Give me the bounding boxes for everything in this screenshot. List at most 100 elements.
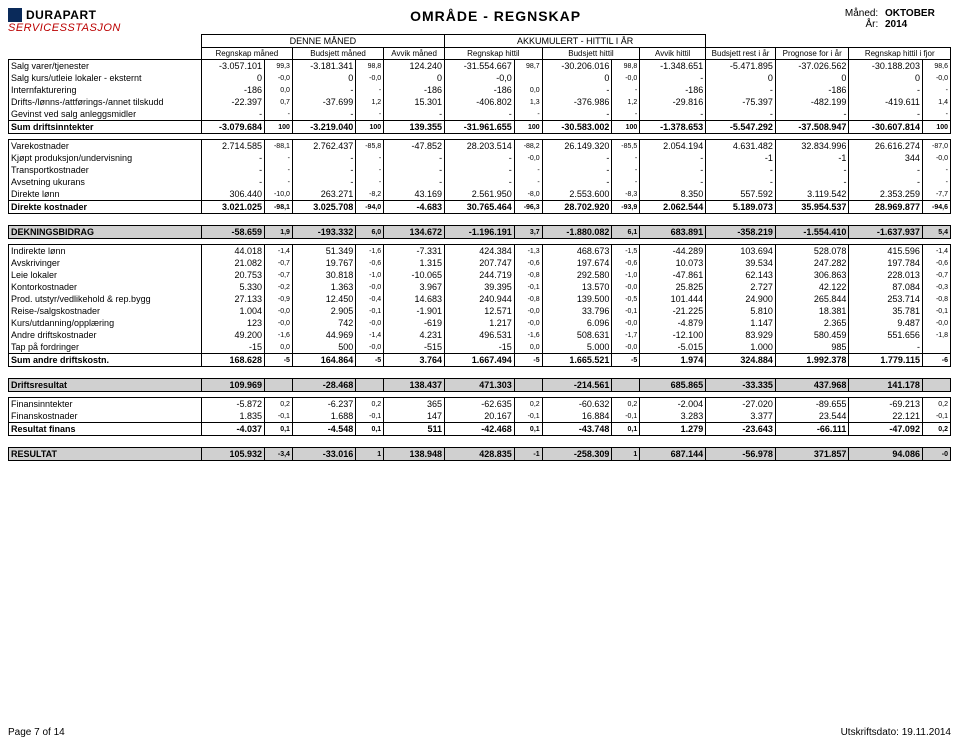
cell-pct: -: [612, 164, 640, 176]
cell-num: -4.037: [201, 423, 264, 436]
cell-pct: -0,1: [612, 305, 640, 317]
cell-pct: 0,1: [612, 423, 640, 436]
cell-num: 424.384: [445, 245, 515, 258]
cell-pct: -0,0: [514, 305, 542, 317]
cell-num: -: [542, 164, 612, 176]
cell-pct: 6,1: [612, 226, 640, 239]
cell-num: 344: [849, 152, 923, 164]
cell-num: 141.178: [849, 379, 923, 392]
cell-pct: -1: [514, 448, 542, 461]
cell-num: -15: [445, 341, 515, 354]
col-c5: Budsjett hittil: [542, 48, 640, 60]
cell-num: 28.969.877: [849, 201, 923, 214]
cell-pct: 0,1: [514, 423, 542, 436]
cell-num: -1.554.410: [775, 226, 849, 239]
cell-pct: -0,0: [265, 305, 293, 317]
cell-num: -47.092: [849, 423, 923, 436]
cell-num: 415.596: [849, 245, 923, 258]
cell-num: -: [706, 176, 776, 188]
cell-num: 32.834.996: [775, 140, 849, 153]
cell-pct: -87,0: [922, 140, 950, 153]
row-label: Indirekte lønn: [9, 245, 202, 258]
cell-pct: -: [356, 152, 384, 164]
cell-num: -: [542, 108, 612, 121]
cell-num: 0: [775, 72, 849, 84]
cell-num: -258.309: [542, 448, 612, 461]
cell-num: 83.929: [706, 329, 776, 341]
cell-num: -33.335: [706, 379, 776, 392]
cell-pct: -0,4: [356, 293, 384, 305]
cell-pct: -0,0: [514, 317, 542, 329]
cell-num: 228.013: [849, 269, 923, 281]
table-body: Salg varer/tjenester-3.057.10199,3-3.181…: [9, 60, 951, 467]
cell-num: -619: [384, 317, 445, 329]
cell-pct: -8,3: [612, 188, 640, 201]
cell-num: -482.199: [775, 96, 849, 108]
cell-num: 15.301: [384, 96, 445, 108]
cell-num: 168.628: [201, 354, 264, 367]
cell-pct: -5: [612, 354, 640, 367]
report-table: DENNE MÅNED AKKUMULERT - HITTIL I ÅR Reg…: [8, 34, 951, 467]
cell-pct: 0,0: [265, 341, 293, 354]
cell-num: -3.057.101: [201, 60, 264, 73]
cell-pct: -0,6: [514, 257, 542, 269]
cell-pct: 0,0: [514, 84, 542, 96]
cell-num: 324.884: [706, 354, 776, 367]
cell-num: -37.026.562: [775, 60, 849, 73]
cell-num: -37.508.947: [775, 121, 849, 134]
col-c7: Budsjett rest i år: [706, 48, 776, 60]
cell-num: 1.667.494: [445, 354, 515, 367]
cell-num: 471.303: [445, 379, 515, 392]
cell-pct: 100: [514, 121, 542, 134]
cell-num: -30.607.814: [849, 121, 923, 134]
cell-pct: 5,4: [922, 226, 950, 239]
logo: DURAPART SERVICESSTASJON: [8, 8, 163, 34]
cell-num: -58.659: [201, 226, 264, 239]
cell-num: -5.872: [201, 398, 264, 411]
cell-pct: -7,7: [922, 188, 950, 201]
cell-num: 1.779.115: [849, 354, 923, 367]
cell-num: 134.672: [384, 226, 445, 239]
cell-num: -89.655: [775, 398, 849, 411]
cell-pct: -1,3: [514, 245, 542, 258]
row-label: Gevinst ved salg anleggsmidler: [9, 108, 202, 121]
cell-num: -27.020: [706, 398, 776, 411]
cell-pct: -: [265, 152, 293, 164]
cell-num: -37.699: [292, 96, 355, 108]
cell-pct: -: [922, 84, 950, 96]
cell-num: 35.954.537: [775, 201, 849, 214]
cell-pct: -: [514, 176, 542, 188]
cell-num: 197.784: [849, 257, 923, 269]
cell-pct: 100: [265, 121, 293, 134]
cell-num: 247.282: [775, 257, 849, 269]
table-row: Sum driftsinntekter-3.079.684100-3.219.0…: [9, 121, 951, 134]
cell-pct: 0,2: [922, 423, 950, 436]
cell-num: -1.196.191: [445, 226, 515, 239]
cell-num: 21.082: [201, 257, 264, 269]
cell-num: 4.231: [384, 329, 445, 341]
cell-num: 87.084: [849, 281, 923, 293]
cell-num: -5.471.895: [706, 60, 776, 73]
cell-pct: 0,2: [612, 398, 640, 411]
cell-num: -: [849, 176, 923, 188]
cell-pct: 98,8: [612, 60, 640, 73]
cell-pct: -: [922, 164, 950, 176]
cell-pct: -1,0: [612, 269, 640, 281]
table-row: Drifts-/lønns-/attførings-/annet tilskud…: [9, 96, 951, 108]
cell-num: -56.978: [706, 448, 776, 461]
cell-num: 240.944: [445, 293, 515, 305]
cell-pct: -1,4: [356, 329, 384, 341]
cell-num: 139.500: [542, 293, 612, 305]
cell-pct: -1,4: [922, 245, 950, 258]
cell-pct: -0,1: [922, 305, 950, 317]
cell-pct: -93,9: [612, 201, 640, 214]
cell-num: -69.213: [849, 398, 923, 411]
cell-num: -: [292, 108, 355, 121]
row-label: Prod. utstyr/vedlikehold & rep.bygg: [9, 293, 202, 305]
cell-num: -: [542, 84, 612, 96]
cell-num: 1.315: [384, 257, 445, 269]
cell-pct: 98,6: [922, 60, 950, 73]
row-label: Salg varer/tjenester: [9, 60, 202, 73]
table-row: Tap på fordringer-150,0500-0,0-515-150,0…: [9, 341, 951, 354]
row-label: RESULTAT: [9, 448, 202, 461]
